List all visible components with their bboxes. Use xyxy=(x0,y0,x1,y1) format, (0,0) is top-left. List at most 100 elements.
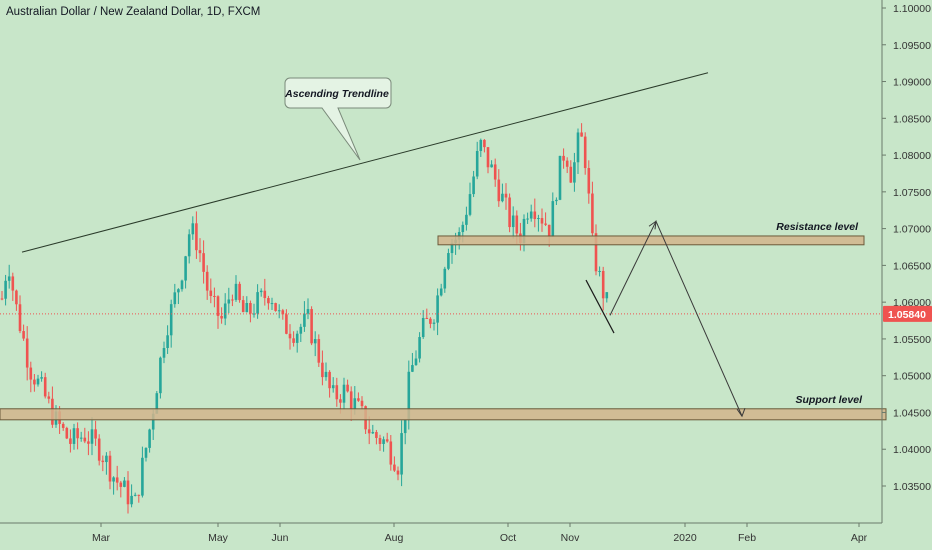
candle-body xyxy=(36,378,40,385)
candle-body xyxy=(555,199,558,202)
candle-body xyxy=(411,365,414,372)
candle-body xyxy=(72,428,76,444)
candle-body xyxy=(40,377,43,379)
candle-body xyxy=(306,309,310,314)
candle-body xyxy=(126,480,130,505)
candle-body xyxy=(544,223,547,225)
candle-body xyxy=(18,304,22,332)
candle-body xyxy=(537,218,540,220)
candle-body xyxy=(450,243,454,254)
candle-body xyxy=(47,396,51,399)
candle-body xyxy=(310,309,313,344)
candle-body xyxy=(468,194,472,215)
price-tick-label: 1.07000 xyxy=(893,224,931,236)
time-tick-label: Jun xyxy=(272,532,289,544)
candle-body xyxy=(169,304,173,336)
candle-body xyxy=(439,288,443,296)
candle-body xyxy=(151,413,155,430)
candle-body xyxy=(486,147,490,168)
candle-body xyxy=(159,357,162,394)
candle-body xyxy=(33,379,36,385)
candle-body xyxy=(177,289,180,293)
lines-layer xyxy=(0,72,882,418)
chart-title: Australian Dollar / New Zealand Dollar, … xyxy=(6,6,261,18)
candle-body xyxy=(263,290,267,299)
candle-body xyxy=(133,494,137,496)
price-axis[interactable]: 1.10000 1.09500 1.09000 1.08500 1.08000 1.075… xyxy=(881,0,932,523)
candle-body xyxy=(61,423,65,428)
candle-body xyxy=(202,253,205,272)
arrowhead-down xyxy=(736,407,746,418)
candle-body xyxy=(328,371,331,389)
candle-body xyxy=(475,150,479,177)
candle-body xyxy=(231,299,234,301)
candle-body xyxy=(598,270,601,272)
candle-body xyxy=(155,393,159,414)
price-tick-label: 1.05500 xyxy=(893,334,931,346)
candle-body xyxy=(580,132,583,137)
projection-path xyxy=(609,220,743,417)
price-tick-label: 1.04500 xyxy=(893,407,931,419)
candle-body xyxy=(15,290,18,305)
candle-body xyxy=(371,432,375,434)
candle-body xyxy=(191,223,195,235)
candle-body xyxy=(223,303,227,319)
candle-body xyxy=(270,303,274,305)
time-tick-label: Nov xyxy=(561,532,580,544)
candle-body xyxy=(97,438,101,461)
falling-wedge-line xyxy=(585,279,615,334)
candle-body xyxy=(141,457,144,496)
candle-body xyxy=(562,155,565,161)
candle-body xyxy=(429,318,432,324)
candle-body xyxy=(421,317,425,338)
time-axis[interactable]: Mar May Jun Aug Oct Nov 2020 Feb Apr xyxy=(0,522,882,544)
price-tick-label: 1.09000 xyxy=(893,77,931,89)
candle-body xyxy=(396,470,400,475)
candle-body xyxy=(173,292,177,305)
support-label: Support level xyxy=(795,394,863,406)
candle-body xyxy=(90,429,94,444)
candle-body xyxy=(249,302,252,314)
candle-body xyxy=(184,256,187,281)
candle-body xyxy=(339,399,342,403)
candle-body xyxy=(245,302,249,313)
candle-body xyxy=(375,432,378,438)
trendline-callout[interactable]: Ascending Trendline xyxy=(284,77,392,161)
candle-body xyxy=(277,310,281,312)
candle-body xyxy=(285,314,288,334)
price-tick-label: 1.07500 xyxy=(893,187,931,199)
time-tick-label: 2020 xyxy=(673,532,697,544)
candle-body xyxy=(432,322,436,324)
candle-body xyxy=(378,437,382,444)
candle-body xyxy=(573,162,576,183)
candle-body xyxy=(551,201,555,237)
candle-body xyxy=(385,439,389,442)
candle-body xyxy=(187,234,191,257)
candle-body xyxy=(436,295,439,323)
candle-body xyxy=(101,460,105,463)
candle-body xyxy=(130,495,133,505)
time-tick-label: Apr xyxy=(851,532,868,544)
candle-body xyxy=(587,168,591,194)
candle-body xyxy=(353,398,357,409)
price-tick-label: 1.03500 xyxy=(893,481,931,493)
support-zone xyxy=(0,408,887,421)
candle-body xyxy=(335,385,339,400)
candle-body xyxy=(403,419,407,434)
candle-body xyxy=(605,292,609,299)
candle-body xyxy=(515,215,519,234)
candle-body xyxy=(504,193,508,198)
candle-body xyxy=(346,384,349,392)
zones-layer: Resistance level Support level xyxy=(0,221,887,421)
candle-body xyxy=(540,218,544,224)
candle-body xyxy=(94,429,97,439)
candle-body xyxy=(148,429,151,448)
candle-body xyxy=(465,214,468,225)
candle-body xyxy=(461,224,465,233)
candle-body xyxy=(166,335,169,349)
candle-body xyxy=(65,427,69,439)
candle-body xyxy=(472,176,475,195)
candle-body xyxy=(198,250,202,254)
